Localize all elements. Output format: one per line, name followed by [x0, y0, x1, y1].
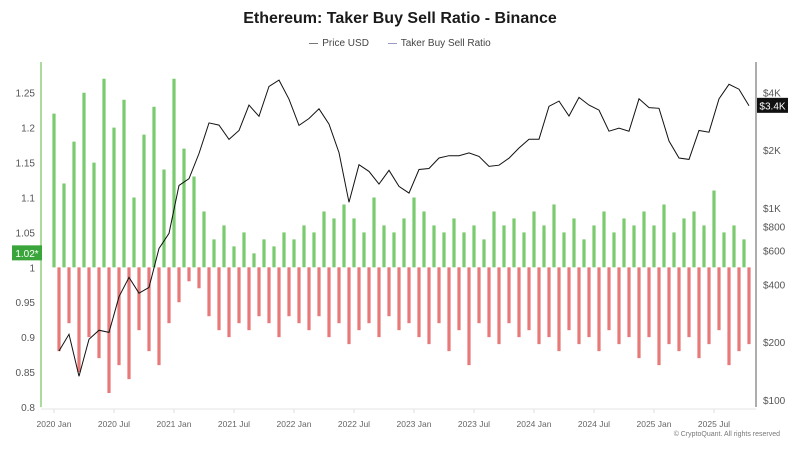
legend-item-ratio[interactable]: Taker Buy Sell Ratio	[387, 38, 491, 49]
current-price-badge	[757, 97, 788, 113]
right-tick-label: $200	[763, 338, 786, 349]
x-tick-label: 2022 Jan	[277, 419, 312, 429]
left-tick-label: 1.2	[21, 124, 35, 135]
chart-title: Ethereum: Taker Buy Sell Ratio - Binance	[243, 10, 557, 27]
right-tick-label: $600	[763, 247, 786, 258]
legend-swatch-ratio	[387, 42, 397, 44]
right-tick-label: $100	[763, 396, 786, 407]
left-tick-label: 0.8	[21, 403, 35, 414]
left-tick-label: 1.25	[16, 89, 36, 100]
left-tick-label: 1.1	[21, 193, 35, 204]
x-tick-label: 2021 Jan	[157, 419, 192, 429]
x-tick-label: 2024 Jul	[578, 419, 610, 429]
left-tick-label: 1.05	[16, 228, 36, 239]
x-tick-label: 2025 Jul	[698, 419, 730, 429]
current-ratio-label: 1.02*	[15, 249, 38, 260]
left-tick-label: 0.95	[16, 298, 36, 309]
left-tick-label: 0.9	[21, 333, 35, 344]
left-tick-label: 1	[29, 263, 35, 274]
current-ratio-badge	[12, 245, 42, 261]
left-tick-label: 0.85	[16, 368, 36, 379]
legend-label-price: Price USD	[322, 38, 369, 49]
x-tick-label: 2022 Jul	[338, 419, 370, 429]
right-tick-label: $2K	[763, 146, 781, 157]
legend: Price USD Taker Buy Sell Ratio	[0, 38, 800, 49]
x-tick-label: 2023 Jul	[458, 419, 490, 429]
right-tick-label: $4K	[763, 88, 781, 99]
x-tick-label: 2024 Jan	[517, 419, 552, 429]
x-tick-label: 2020 Jul	[98, 419, 130, 429]
left-tick-label: 1.15	[16, 159, 36, 170]
legend-item-price[interactable]: Price USD	[309, 38, 369, 49]
legend-swatch-price	[309, 42, 319, 44]
x-tick-label: 2020 Jan	[37, 419, 72, 429]
x-tick-label: 2025 Jan	[637, 419, 672, 429]
right-tick-label: $1K	[763, 204, 781, 215]
current-price-label: $3.4K	[759, 101, 785, 112]
right-tick-label: $400	[763, 280, 786, 291]
legend-label-ratio: Taker Buy Sell Ratio	[400, 38, 491, 49]
right-tick-label: $800	[763, 223, 786, 234]
x-tick-label: 2023 Jan	[397, 419, 432, 429]
copyright: © CryptoQuant. All rights reserved	[673, 431, 780, 438]
price-line	[58, 79, 750, 377]
x-tick-label: 2021 Jul	[218, 419, 250, 429]
